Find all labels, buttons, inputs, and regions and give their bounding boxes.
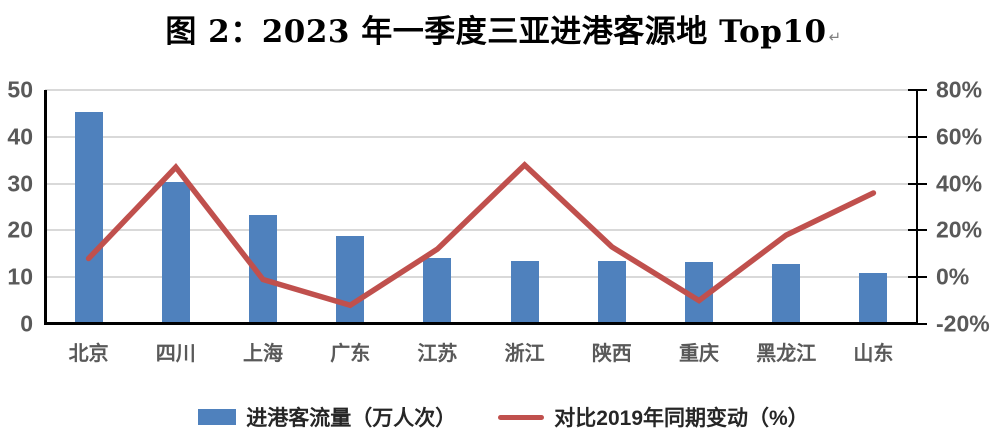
right-axis-tick	[908, 229, 927, 232]
bar-slot	[743, 90, 830, 324]
bar	[772, 264, 801, 324]
bar-series	[45, 90, 917, 324]
left-axis-labels: 0 10 20 30 40 50	[0, 77, 37, 337]
bar-slot	[830, 90, 917, 324]
paragraph-mark-icon: ↵	[828, 28, 842, 46]
bar	[597, 261, 626, 324]
category-label: 江苏	[417, 343, 458, 365]
right-axis-line	[916, 90, 918, 324]
gridline	[45, 276, 917, 279]
left-axis-tick-label: 30	[7, 170, 33, 197]
bar-slot	[45, 90, 132, 324]
gridline	[45, 182, 917, 185]
bar	[423, 258, 452, 324]
bar-slot	[307, 90, 394, 324]
line-series	[85, 161, 877, 309]
category-label: 浙江	[504, 343, 545, 365]
right-axis-tick-label: 60%	[936, 123, 983, 150]
chart-title-text: 图 2：2023 年一季度三亚进港客源地 Top10	[165, 14, 827, 50]
category-label: 陕西	[591, 343, 632, 365]
left-axis-line	[44, 90, 47, 324]
bottom-axis-line	[44, 322, 918, 325]
left-axis-tick-label: 0	[20, 310, 33, 337]
bar	[336, 236, 365, 324]
right-axis-tick-label: -20%	[936, 310, 990, 337]
right-axis-tick	[908, 276, 927, 279]
category-label: 重庆	[679, 343, 720, 365]
category-axis-labels: 北京 四川 上海 广东 江苏 浙江 陕西 重庆 黑龙江 山东	[45, 337, 917, 366]
category-label: 山东	[853, 343, 894, 365]
category-label: 广东	[330, 343, 371, 365]
right-axis-tick	[908, 135, 927, 138]
left-axis-tick-label: 50	[7, 76, 33, 103]
bar-slot	[132, 90, 219, 324]
line-path	[85, 161, 877, 309]
legend-bar-label: 进港客流量（万人次）	[246, 407, 457, 430]
plot-area	[44, 89, 927, 325]
legend: 进港客流量（万人次） 对比2019年同期变动（%）	[0, 402, 1007, 432]
right-axis-tick	[908, 182, 927, 185]
right-axis-tick	[908, 89, 927, 91]
bar	[859, 272, 888, 324]
legend-bar-swatch	[198, 409, 237, 425]
category-label: 北京	[68, 343, 109, 365]
right-axis-tick-label: 80%	[936, 76, 983, 103]
bar-slot	[568, 90, 655, 324]
right-axis-tick-label: 0%	[936, 263, 970, 290]
left-axis-tick-label: 20	[7, 216, 33, 243]
left-axis-tick-label: 40	[7, 123, 33, 150]
category-label: 黑龙江	[756, 343, 817, 365]
bar	[510, 260, 539, 324]
bar	[161, 182, 190, 324]
category-label: 四川	[155, 343, 196, 365]
category-label: 上海	[243, 343, 283, 365]
gridline	[45, 229, 917, 232]
bar-slot	[394, 90, 481, 324]
chart-title: 图 2：2023 年一季度三亚进港客源地 Top10 ↵	[0, 6, 1007, 51]
bar-slot	[481, 90, 568, 324]
right-axis-labels: -20% 0% 20% 40% 60% 80%	[936, 77, 1006, 337]
left-axis-tick-label: 10	[7, 263, 33, 290]
right-axis-tick-label: 20%	[936, 216, 983, 243]
legend-line-label: 对比2019年同期变动（%）	[554, 407, 809, 430]
right-axis-tick-label: 40%	[936, 170, 983, 197]
legend-line-swatch	[498, 414, 545, 420]
bar	[74, 112, 103, 324]
gridline	[45, 89, 917, 91]
gridline	[45, 135, 917, 138]
